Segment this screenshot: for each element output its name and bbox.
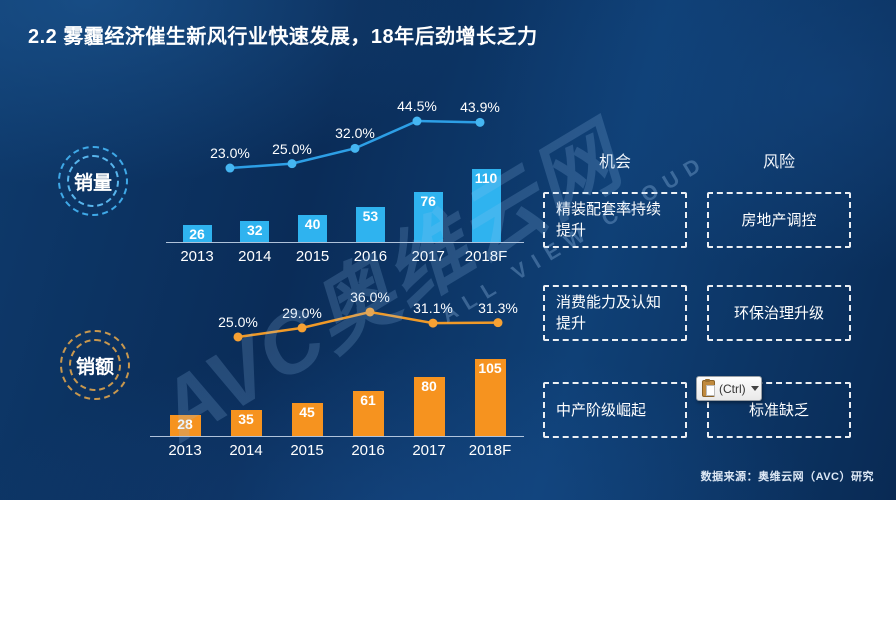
bar: [355, 207, 385, 242]
volume-circle-badge: 销量: [58, 146, 128, 216]
pct-data-label: 31.3%: [478, 299, 518, 316]
bar: [413, 377, 445, 436]
amount-circle-badge: 销额: [60, 330, 130, 400]
x-tick-label: 2016: [351, 442, 385, 459]
paste-options-label: (Ctrl): [719, 381, 746, 396]
bar-value-label: 76: [420, 193, 436, 209]
bar: [230, 410, 262, 436]
pct-data-label: 44.5%: [397, 98, 437, 114]
bar-value-label: 35: [238, 411, 254, 427]
x-tick-label: 2015: [290, 442, 324, 459]
risk-column-header: 风险: [762, 154, 795, 171]
dashed-circle-inner: [67, 155, 119, 207]
bar-value-label: 26: [189, 226, 205, 242]
risk-box-1: 房地产调控: [707, 192, 851, 248]
dashed-circle-inner: [69, 339, 121, 391]
bar-value-label: 28: [177, 416, 193, 432]
risk-box-2: 环保治理升级: [707, 285, 851, 341]
x-tick-label: 2014: [229, 442, 263, 459]
opportunity-box-2: 消费能力及认知提升: [543, 285, 687, 341]
bar: [413, 192, 443, 242]
clipboard-icon: [702, 379, 715, 397]
dashed-circle-outer: [60, 330, 130, 400]
paste-options-button[interactable]: (Ctrl): [696, 376, 762, 401]
page-title: 2.2 雾霾经济催生新风行业快速发展，18年后劲增长乏力: [28, 26, 538, 48]
slide: 2.2 雾霾经济催生新风行业快速发展，18年后劲增长乏力 销量 销额 26 201…: [0, 0, 896, 500]
x-tick-label: 2015: [295, 248, 330, 265]
bar-value-label: 80: [421, 378, 437, 394]
volume-label: 销量: [73, 172, 112, 194]
risk-box-3: 标准缺乏: [707, 382, 851, 438]
bar-value-label: 105: [478, 360, 502, 376]
bar: [169, 415, 201, 436]
bar: [471, 169, 501, 242]
x-tick-label: 2016: [353, 248, 388, 265]
opportunity-column-header: 机会: [598, 154, 631, 171]
bar-value-label: 32: [247, 222, 263, 238]
x-tick-label: 2014: [238, 248, 272, 265]
pct-data-label: 32.0%: [335, 125, 375, 142]
dashed-circle-outer: [58, 146, 128, 216]
chevron-down-icon: [750, 386, 759, 391]
bar-value-label: 61: [360, 392, 376, 408]
bar: [291, 403, 323, 436]
x-axis: [150, 436, 524, 437]
pct-data-label: 25.0%: [272, 140, 312, 157]
bar: [298, 215, 328, 242]
pct-data-label: 23.0%: [210, 145, 250, 161]
x-tick-label: 2013: [180, 248, 214, 265]
opportunity-box-3: 中产阶级崛起: [543, 382, 687, 438]
pct-data-label: 43.9%: [460, 99, 500, 116]
x-tick-label: 2018F: [464, 248, 508, 265]
pct-data-label: 36.0%: [350, 289, 390, 305]
pct-data-label: 25.0%: [218, 314, 258, 330]
bar-value-label: 53: [362, 208, 379, 224]
bar: [474, 359, 506, 436]
bar: [352, 391, 384, 436]
bar: [182, 225, 212, 242]
x-axis: [166, 242, 524, 243]
amount-label: 销额: [75, 356, 114, 378]
pct-data-label: 31.1%: [413, 300, 453, 317]
bar: [240, 221, 270, 242]
x-tick-label: 2017: [411, 248, 445, 265]
x-tick-label: 2013: [168, 442, 202, 459]
opportunity-box-1: 精装配套率持续提升: [543, 192, 687, 248]
data-source-note: 数据来源：奥维云网（AVC）研究: [700, 471, 874, 483]
bar-value-label: 110: [474, 170, 498, 186]
x-tick-label: 2017: [412, 442, 446, 459]
pct-data-label: 29.0%: [282, 304, 322, 321]
bar-value-label: 40: [304, 216, 321, 232]
bar-value-label: 45: [299, 404, 315, 420]
x-tick-label: 2018F: [468, 442, 512, 459]
